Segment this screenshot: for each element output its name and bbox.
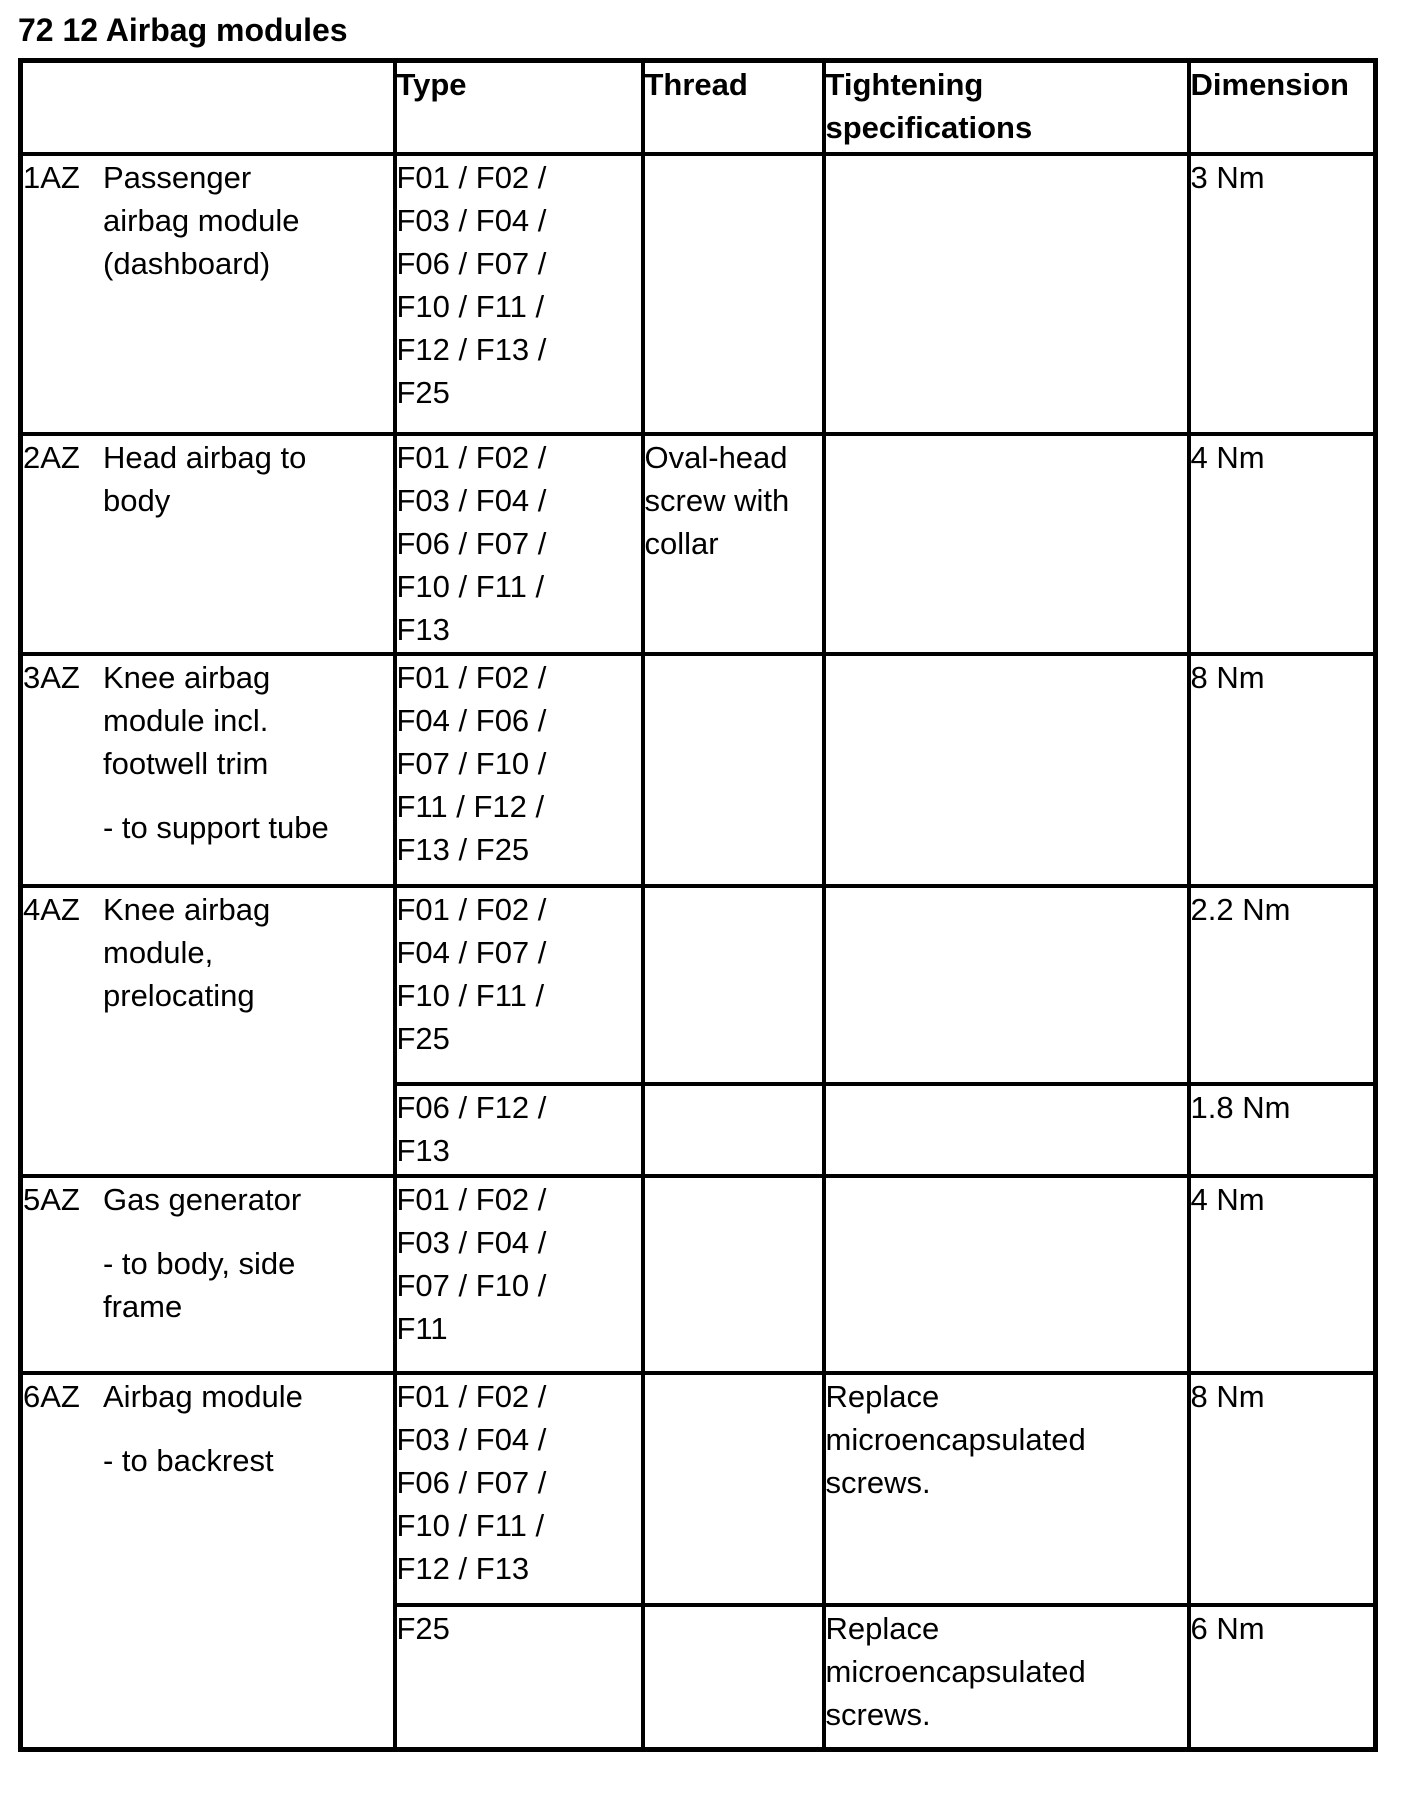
type-text: F25 — [396, 1610, 450, 1646]
tightening-cell: Replace microencapsulated screws. — [821, 1370, 1191, 1607]
item-cell-3az: 3AZ Knee airbag module incl. footwell tr… — [18, 651, 397, 888]
type-cell: F01 / F02 / F04 / F06 / F07 / F10 / F11 … — [392, 651, 645, 888]
dimension-cell: 6 Nm — [1186, 1602, 1378, 1752]
thread-cell — [640, 151, 826, 436]
table-row-4az-a: 4AZ Knee airbag module, prelocating F01 … — [18, 883, 1378, 1178]
column-header-tightening: Tightening specifications — [821, 58, 1191, 156]
thread-text: Oval-head screw with collar — [644, 439, 790, 561]
item-description: Airbag module - to backrest — [103, 1377, 333, 1482]
table-header-row: Type Thread Tightening specifications Di… — [18, 58, 1378, 156]
dimension-cell: 8 Nm — [1186, 1370, 1378, 1607]
table-row-1az: 1AZ Passenger airbag module (dashboard) … — [18, 151, 1378, 436]
dimension-cell: 3 Nm — [1186, 151, 1378, 436]
column-header-type: Type — [392, 58, 645, 156]
description-paragraph: - to body, side frame — [103, 1245, 296, 1324]
description-paragraph: Airbag module — [103, 1378, 303, 1414]
item-cell-5az: 5AZ Gas generator - to body, side frame — [18, 1173, 397, 1375]
item-cell-4az: 4AZ Knee airbag module, prelocating — [18, 883, 397, 1178]
description-paragraph: Passenger airbag module (dashboard) — [103, 159, 300, 281]
column-header-dimension: Dimension — [1186, 58, 1378, 156]
item-description: Gas generator - to body, side frame — [103, 1180, 333, 1328]
item-id: 1AZ — [23, 159, 80, 195]
item-wrap: 3AZ Knee airbag module incl. footwell tr… — [23, 658, 391, 849]
type-text: F01 / F02 / F04 / F06 / F07 / F10 / F11 … — [396, 659, 547, 867]
type-cell: F01 / F02 / F03 / F04 / F06 / F07 / F10 … — [392, 151, 645, 436]
type-text: F01 / F02 / F03 / F04 / F06 / F07 / F10 … — [396, 439, 547, 647]
type-text: F01 / F02 / F03 / F04 / F07 / F10 / F11 — [396, 1181, 547, 1346]
type-text: F06 / F12 / F13 — [396, 1089, 547, 1168]
description-paragraph: - to support tube — [103, 809, 329, 845]
item-description: Passenger airbag module (dashboard) — [103, 158, 333, 285]
item-description: Knee airbag module incl. footwell trim -… — [103, 658, 333, 849]
item-wrap: 2AZ Head airbag to body — [23, 438, 391, 522]
type-text: F01 / F02 / F03 / F04 / F06 / F07 / F10 … — [396, 1378, 547, 1586]
tightening-cell — [821, 151, 1191, 436]
dimension-cell: 4 Nm — [1186, 431, 1378, 656]
thread-cell — [640, 883, 826, 1086]
description-paragraph: - to backrest — [103, 1442, 274, 1478]
type-cell: F25 — [392, 1602, 645, 1752]
tightening-cell — [821, 431, 1191, 656]
type-cell: F01 / F02 / F04 / F07 / F10 / F11 / F25 — [392, 883, 645, 1086]
item-cell-6az: 6AZ Airbag module - to backrest — [18, 1370, 397, 1752]
type-cell: F01 / F02 / F03 / F04 / F06 / F07 / F10 … — [392, 431, 645, 656]
tightening-text: Replace microencapsulated screws. — [825, 1610, 1086, 1732]
item-wrap: 1AZ Passenger airbag module (dashboard) — [23, 158, 391, 285]
tightening-cell — [821, 883, 1191, 1086]
item-cell-1az: 1AZ Passenger airbag module (dashboard) — [18, 151, 397, 436]
item-wrap: 4AZ Knee airbag module, prelocating — [23, 890, 391, 1017]
thread-cell — [640, 1081, 826, 1178]
item-id: 2AZ — [23, 439, 80, 475]
item-id: 5AZ — [23, 1181, 80, 1217]
type-cell: F06 / F12 / F13 — [392, 1081, 645, 1178]
thread-cell: Oval-head screw with collar — [640, 431, 826, 656]
thread-cell — [640, 1173, 826, 1375]
thread-cell — [640, 1602, 826, 1752]
item-description: Knee airbag module, prelocating — [103, 890, 333, 1017]
page-title: 72 12 Airbag modules — [18, 12, 348, 48]
table-row-5az: 5AZ Gas generator - to body, side frame … — [18, 1173, 1378, 1375]
tightening-cell — [821, 1173, 1191, 1375]
description-paragraph: Knee airbag module incl. footwell trim — [103, 659, 271, 781]
type-text: F01 / F02 / F04 / F07 / F10 / F11 / F25 — [396, 891, 547, 1056]
table-row-4az-b: F06 / F12 / F13 1.8 Nm — [21, 1081, 1378, 1178]
type-cell: F01 / F02 / F03 / F04 / F07 / F10 / F11 — [392, 1173, 645, 1375]
description-paragraph: Knee airbag module, prelocating — [103, 891, 271, 1013]
dimension-cell: 2.2 Nm — [1186, 883, 1378, 1086]
item-id: 6AZ — [23, 1378, 80, 1414]
table-row-3az: 3AZ Knee airbag module incl. footwell tr… — [18, 651, 1378, 888]
column-header-tightening-label: Tightening specifications — [825, 67, 1033, 145]
dimension-cell: 8 Nm — [1186, 651, 1378, 888]
description-paragraph: Head airbag to body — [103, 439, 307, 518]
column-header-thread: Thread — [640, 58, 826, 156]
tightening-text: Replace microencapsulated screws. — [825, 1378, 1086, 1500]
item-wrap: 6AZ Airbag module - to backrest — [23, 1377, 391, 1482]
type-text: F01 / F02 / F03 / F04 / F06 / F07 / F10 … — [396, 159, 547, 410]
item-id: 3AZ — [23, 659, 80, 695]
column-header-item — [18, 58, 397, 156]
tightening-cell: Replace microencapsulated screws. — [821, 1602, 1191, 1752]
tightening-cell — [821, 1081, 1191, 1178]
item-id: 4AZ — [23, 891, 80, 927]
item-description: Head airbag to body — [103, 438, 333, 522]
item-cell-2az: 2AZ Head airbag to body — [18, 431, 397, 656]
type-cell: F01 / F02 / F03 / F04 / F06 / F07 / F10 … — [392, 1370, 645, 1607]
thread-cell — [640, 1370, 826, 1607]
table-row-2az: 2AZ Head airbag to body F01 / F02 / F03 … — [18, 431, 1378, 656]
tightening-cell — [821, 651, 1191, 888]
airbag-torque-table: Type Thread Tightening specifications Di… — [18, 58, 1378, 1752]
dimension-cell: 4 Nm — [1186, 1173, 1378, 1375]
table-row-6az-a: 6AZ Airbag module - to backrest F01 / F0… — [18, 1370, 1378, 1752]
item-wrap: 5AZ Gas generator - to body, side frame — [23, 1180, 391, 1328]
dimension-cell: 1.8 Nm — [1186, 1081, 1378, 1178]
thread-cell — [640, 651, 826, 888]
description-paragraph: Gas generator — [103, 1181, 302, 1217]
table-row-6az-b: F25 Replace microencapsulated screws. 6 … — [21, 1602, 1378, 1752]
